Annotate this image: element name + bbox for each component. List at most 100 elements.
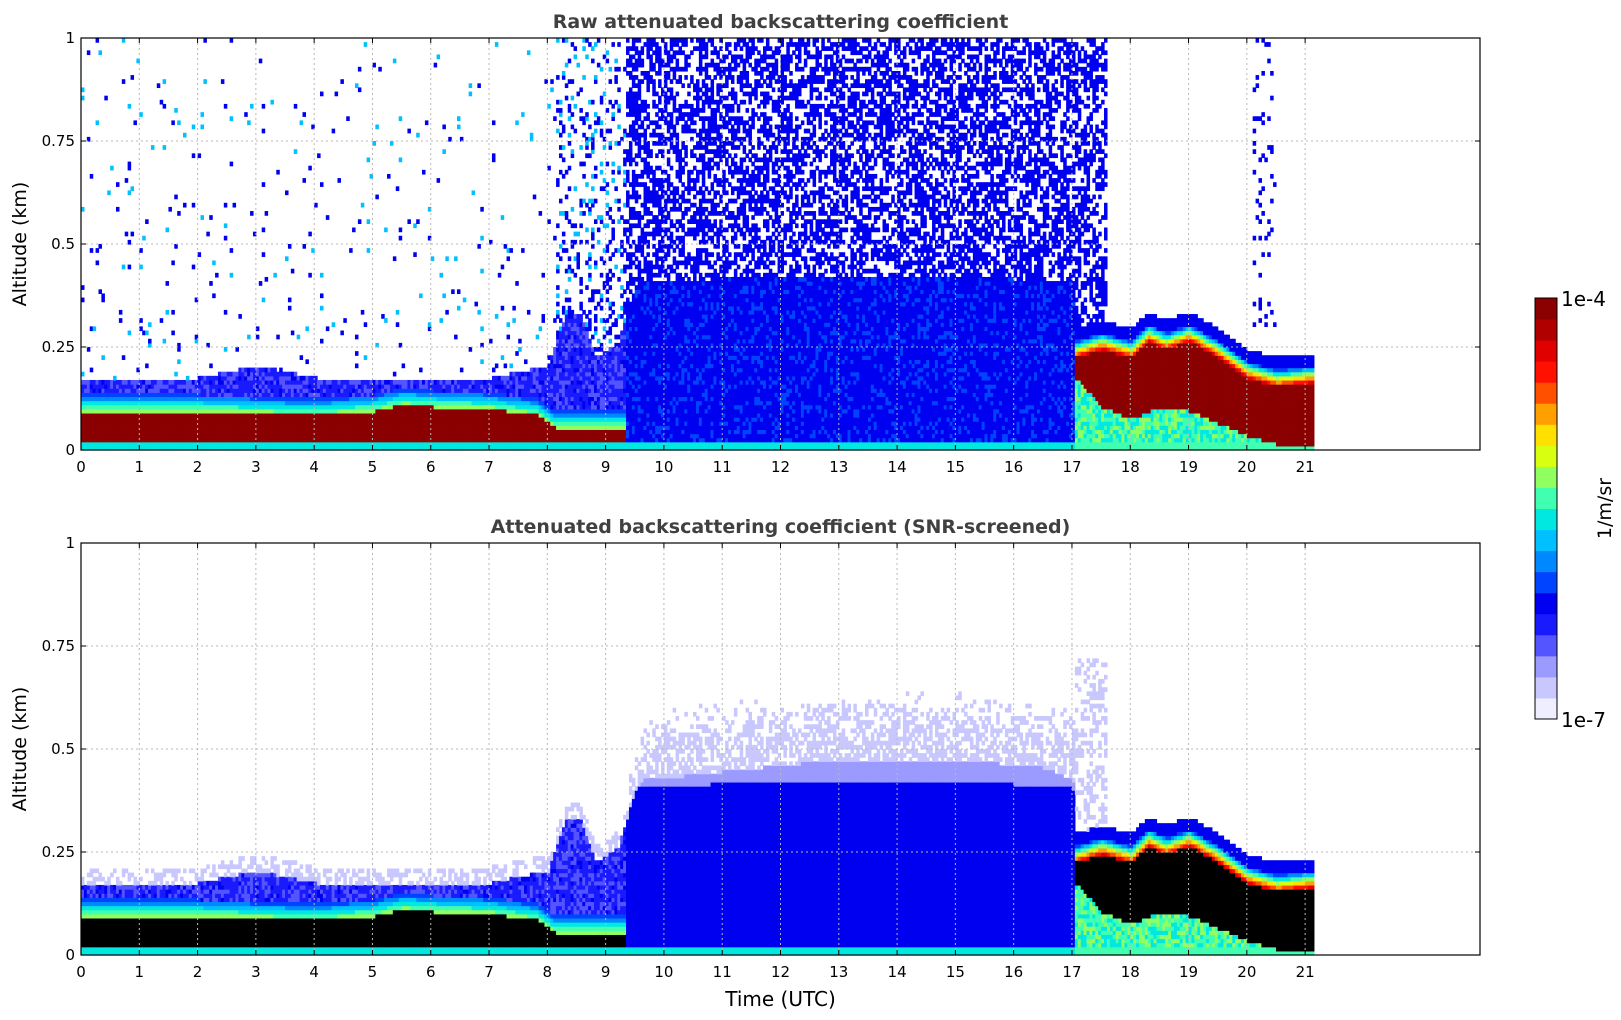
heatmap-cell — [303, 178, 307, 183]
heatmap-cell — [201, 215, 205, 220]
heatmap-cell — [579, 223, 583, 228]
heatmap-cell — [638, 273, 642, 278]
heatmap-cell — [556, 310, 560, 315]
heatmap-cell — [294, 104, 298, 109]
heatmap-cell — [641, 63, 645, 68]
heatmap-cell — [565, 211, 569, 216]
heatmap-cell — [609, 306, 613, 311]
heatmap-cell — [539, 326, 543, 331]
heatmap-cell — [515, 120, 519, 125]
heatmap-cell — [646, 207, 650, 212]
heatmap-cell — [98, 289, 102, 294]
heatmap-cell — [139, 265, 143, 270]
heatmap-cell — [606, 211, 610, 216]
heatmap-cell — [171, 310, 175, 315]
heatmap-cell — [128, 240, 132, 245]
heatmap-cell — [177, 359, 181, 364]
heatmap-cell — [606, 244, 610, 249]
heatmap-cell — [262, 228, 266, 233]
heatmap-cell — [611, 219, 615, 224]
heatmap-cell — [632, 79, 636, 84]
heatmap-cell — [649, 166, 653, 171]
heatmap-cell — [145, 331, 149, 336]
heatmap-cell — [399, 116, 403, 121]
heatmap-cell — [629, 265, 633, 270]
heatmap-cell — [221, 79, 225, 84]
heatmap-cell — [262, 298, 266, 303]
heatmap-cell — [562, 129, 566, 134]
heatmap-cell — [576, 265, 580, 270]
heatmap-cell — [568, 104, 572, 109]
heatmap-cell — [454, 335, 458, 340]
heatmap-cell — [276, 335, 280, 340]
heatmap-cell — [556, 265, 560, 270]
heatmap-cell — [565, 170, 569, 175]
heatmap-cell — [649, 54, 653, 59]
heatmap-cell — [620, 314, 624, 319]
heatmap-cell — [384, 228, 388, 233]
heatmap-cell — [626, 236, 630, 241]
heatmap-cell — [585, 203, 589, 208]
heatmap-cell — [104, 96, 108, 101]
heatmap-cell — [632, 186, 636, 191]
heatmap-cell — [644, 182, 648, 187]
heatmap-cell — [626, 38, 630, 43]
heatmap-cell — [614, 59, 618, 64]
heatmap-cell — [579, 203, 583, 208]
heatmap-cell — [600, 347, 604, 352]
heatmap-cell — [201, 112, 205, 117]
heatmap-cell — [614, 265, 618, 270]
heatmap-cell — [556, 302, 560, 307]
heatmap-cell — [585, 314, 589, 319]
heatmap-cell — [504, 363, 508, 368]
heatmap-cell — [588, 153, 592, 158]
heatmap-cell — [355, 351, 359, 356]
heatmap-cell — [638, 54, 642, 59]
heatmap-cell — [594, 75, 598, 80]
heatmap-cell — [574, 54, 578, 59]
heatmap-cell — [629, 244, 633, 249]
heatmap-cell — [233, 203, 237, 208]
heatmap-cell — [606, 162, 610, 167]
heatmap-cell — [326, 215, 330, 220]
heatmap-cell — [402, 363, 406, 368]
heatmap-cell — [556, 252, 560, 257]
heatmap-cell — [626, 178, 630, 183]
heatmap-cell — [609, 256, 613, 261]
heatmap-cell — [591, 351, 595, 356]
heatmap-cell — [568, 298, 572, 303]
heatmap-cell — [568, 277, 572, 282]
heatmap-cell — [574, 104, 578, 109]
heatmap-cell — [629, 273, 633, 278]
heatmap-cell — [259, 281, 263, 286]
heatmap-cell — [629, 228, 633, 233]
heatmap-cell — [582, 310, 586, 315]
heatmap-cell — [617, 170, 621, 175]
heatmap-cell — [638, 219, 642, 224]
heatmap-cell — [646, 50, 650, 55]
heatmap-cell — [585, 335, 589, 340]
heatmap-cell — [122, 355, 126, 360]
heatmap-cell — [224, 104, 228, 109]
heatmap-cell — [177, 347, 181, 352]
heatmap-cell — [474, 302, 478, 307]
heatmap-cell — [90, 248, 94, 253]
heatmap-cell — [623, 269, 627, 274]
heatmap-cell — [597, 63, 601, 68]
heatmap-cell — [98, 244, 102, 249]
heatmap-cell — [591, 244, 595, 249]
heatmap-cell — [574, 186, 578, 191]
heatmap-cell — [489, 339, 493, 344]
heatmap-cell — [507, 322, 511, 327]
heatmap-cell — [606, 281, 610, 286]
heatmap-cell — [652, 236, 656, 241]
heatmap-cell — [641, 50, 645, 55]
heatmap-cell — [116, 207, 120, 212]
heatmap-cell — [422, 170, 426, 175]
heatmap-cell — [629, 71, 633, 76]
heatmap-cell — [562, 125, 566, 130]
heatmap-cell — [582, 46, 586, 51]
heatmap-cell — [638, 87, 642, 92]
heatmap-cell — [609, 285, 613, 290]
heatmap-cell — [492, 120, 496, 125]
